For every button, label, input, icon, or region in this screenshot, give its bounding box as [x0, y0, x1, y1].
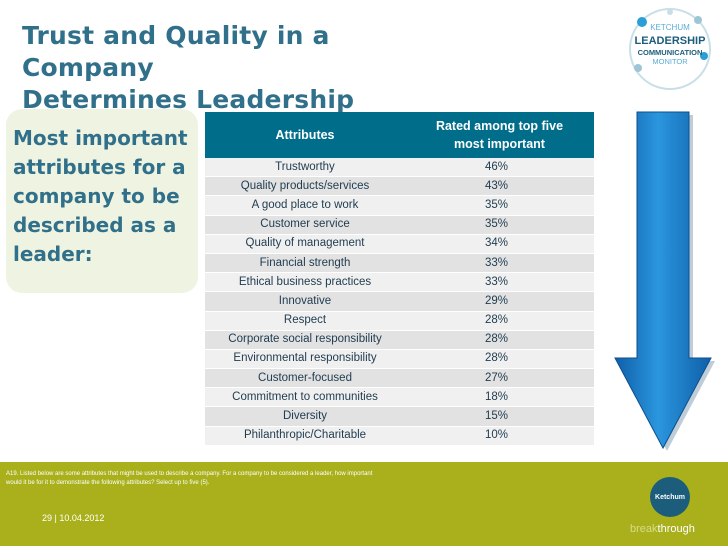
value-cell: 15% [405, 406, 594, 427]
attribute-cell: Innovative [205, 291, 405, 312]
table-row: Quality products/services 43% [205, 176, 594, 197]
table-row: Customer-focused 27% [205, 368, 594, 389]
table-row: Environmental responsibility 28% [205, 349, 594, 370]
table-row: Diversity 15% [205, 406, 594, 427]
table-row: Quality of management 34% [205, 234, 594, 254]
table-row: Philanthropic/Charitable 10% [205, 426, 594, 446]
value-cell: 35% [405, 195, 594, 216]
value-cell: 28% [405, 311, 594, 331]
tagline: breakthrough [630, 523, 695, 535]
header-rated-line1: Rated among top five [435, 119, 564, 133]
table-row: Financial strength 33% [205, 253, 594, 274]
value-cell: 18% [405, 387, 594, 408]
table-row: Innovative 29% [205, 291, 594, 312]
down-arrow-icon [614, 111, 715, 451]
value-cell: 10% [405, 426, 594, 446]
tagline-post: through [657, 523, 695, 535]
attribute-cell: A good place to work [205, 195, 405, 216]
header-rated-line2: most important [454, 137, 545, 151]
table-row: Corporate social responsibility 28% [205, 330, 594, 350]
table-row: Ethical business practices 33% [205, 272, 594, 293]
footnote-line2: would it be for it to demonstrate the fo… [6, 480, 210, 486]
footnote: A19. Listed below are some attributes th… [6, 470, 506, 488]
table-row: Customer service 35% [205, 215, 594, 235]
table-header-row: Attributes Rated among top five most imp… [205, 112, 594, 158]
attribute-cell: Ethical business practices [205, 272, 405, 293]
value-cell: 33% [405, 253, 594, 274]
attribute-cell: Quality of management [205, 234, 405, 254]
leadership-monitor-logo: KETCHUM LEADERSHIP COMMUNICATION MONITOR [629, 8, 711, 90]
value-cell: 34% [405, 234, 594, 254]
left-panel-text: Most important attributes for a company … [13, 126, 188, 266]
logo-top-text: KETCHUM [650, 23, 690, 32]
attribute-cell: Customer-focused [205, 368, 405, 389]
attribute-cell: Diversity [205, 406, 405, 427]
value-cell: 46% [405, 158, 594, 178]
attribute-cell: Trustworthy [205, 158, 405, 178]
table-row: Trustworthy 46% [205, 158, 594, 178]
attribute-cell: Quality products/services [205, 176, 405, 197]
ketchum-logo: Ketchum [650, 477, 690, 517]
footnote-line1: A19. Listed below are some attributes th… [6, 471, 373, 477]
value-cell: 28% [405, 349, 594, 370]
logo-sub1-text: COMMUNICATION [638, 48, 703, 57]
logo-sub2-text: MONITOR [652, 57, 688, 66]
tagline-pre: break [630, 523, 658, 535]
header-rated: Rated among top five most important [405, 112, 594, 158]
attributes-table: Attributes Rated among top five most imp… [205, 112, 594, 446]
logo-middle-text: LEADERSHIP [635, 35, 706, 47]
table-row: Respect 28% [205, 311, 594, 331]
value-cell: 27% [405, 368, 594, 389]
attribute-cell: Environmental responsibility [205, 349, 405, 370]
attribute-cell: Commitment to communities [205, 387, 405, 408]
left-panel [6, 109, 198, 293]
attribute-cell: Respect [205, 311, 405, 331]
table-row: Commitment to communities 18% [205, 387, 594, 408]
header-attributes: Attributes [205, 112, 405, 158]
attribute-cell: Customer service [205, 215, 405, 235]
footer-bar [0, 462, 728, 546]
page-title: Trust and Quality in a Company Determine… [22, 20, 462, 116]
attribute-cell: Philanthropic/Charitable [205, 426, 405, 446]
attribute-cell: Corporate social responsibility [205, 330, 405, 350]
value-cell: 43% [405, 176, 594, 197]
page-number: 29 | 10.04.2012 [42, 513, 105, 523]
value-cell: 33% [405, 272, 594, 293]
value-cell: 35% [405, 215, 594, 235]
attribute-cell: Financial strength [205, 253, 405, 274]
value-cell: 28% [405, 330, 594, 350]
table-row: A good place to work 35% [205, 195, 594, 216]
page-title-line1: Trust and Quality in a Company [22, 21, 330, 82]
value-cell: 29% [405, 291, 594, 312]
